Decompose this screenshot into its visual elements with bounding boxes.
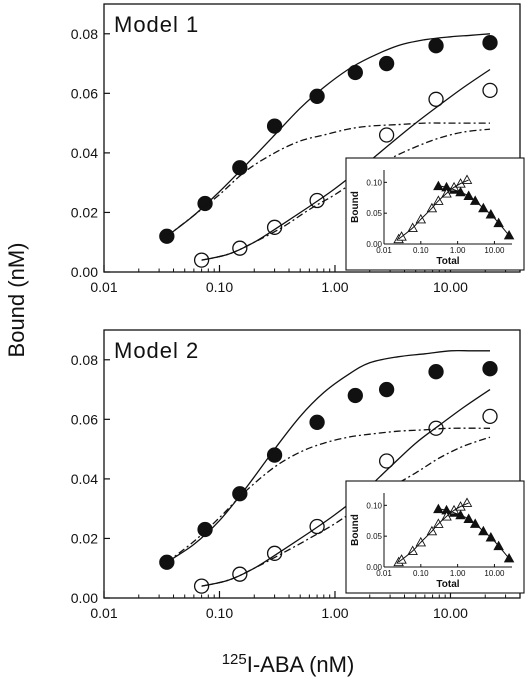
filled-circle-point [378,55,395,72]
inset-y-tick-label: 0.00 [366,240,382,249]
filled-circle-point [428,364,444,380]
filled-circle-point [347,387,363,404]
inset-x-axis-title: Total [436,579,459,590]
filled-circle-point [232,486,248,502]
x-axis-title-main: I-ABA (nM) [247,652,355,677]
solid-fit-line [438,185,510,236]
dashdot-fit-line [166,427,491,563]
filled-circle-point [266,118,283,134]
filled-triangle-point [433,503,444,514]
model-label: Model 1 [114,12,199,37]
y-tick-label: 0.00 [71,590,98,606]
inset-x-tick-label: 0.10 [413,569,429,578]
filled-circle-point [197,195,213,212]
open-circle-point [266,545,283,561]
y-axis-title: Bound (nM) [4,243,29,358]
inset-x-tick-label: 10.00 [484,246,505,255]
x-axis-title-superscript: 125 [222,651,247,668]
open-circle-point [232,240,248,256]
filled-circle-point [232,160,248,176]
inset-x-tick-label: 0.10 [413,246,429,255]
inset-y-tick-label: 0.10 [366,501,382,510]
solid-fit-line [398,179,469,240]
inset-plot: 0.00 0.05 0.10 0.01 0.10 1.00 10.00 Total Bound [345,157,525,271]
inset-plot: 0.00 0.05 0.10 0.01 0.10 1.00 10.00 Total Bound [345,480,525,594]
panels: 0.00 0.02 0.04 0.06 0.08 0.01 0.10 1.00 10.00 Mod… [71,3,525,621]
inset-y-axis-title: Bound [350,514,361,546]
inset-x-tick-label: 10.00 [484,569,505,578]
plot-frame [103,329,521,599]
open-circle-point [378,453,395,469]
inset-y-tick-label: 0.10 [366,178,382,187]
solid-fit-line [438,508,510,559]
filled-circle-point [378,381,395,398]
x-tick-label: 1.00 [321,279,348,295]
solid-fit-line [166,33,491,237]
x-tick-label: 10.00 [433,279,468,295]
filled-circle-point [197,521,213,538]
dashdot-fit-line [166,122,490,237]
open-circle-point [232,566,248,582]
y-tick-label: 0.06 [71,411,98,427]
inset-x-tick-label: 1.00 [450,246,466,255]
open-circle-point [266,219,283,235]
filled-circle-point [482,361,498,377]
open-circle-point [428,91,444,107]
solid-fit-line [398,502,469,563]
y-tick-label: 0.00 [71,264,98,280]
open-circle-point [482,408,498,425]
plot-frame [103,3,521,273]
open-circle-point [378,127,395,143]
filled-circle-point [309,414,325,430]
filled-triangle-point [433,180,444,191]
x-tick-label: 10.00 [433,605,468,621]
panel-1: 0.00 0.02 0.04 0.06 0.08 0.01 0.10 1.00 10.00 Mod… [71,3,525,295]
inset-y-tick-label: 0.05 [366,532,382,541]
x-axis-title: 125I-ABA (nM) [222,651,355,677]
inset-y-tick-label: 0.00 [366,563,382,572]
model-label: Model 2 [114,338,199,363]
y-tick-label: 0.06 [71,85,98,101]
y-tick-label: 0.04 [71,471,98,487]
y-tick-label: 0.08 [71,26,98,42]
inset-y-tick-label: 0.05 [366,209,382,218]
x-tick-label: 1.00 [321,605,348,621]
inset-x-tick-label: 1.00 [450,569,466,578]
inset-x-axis-title: Total [436,256,459,267]
y-tick-label: 0.08 [71,352,98,368]
x-tick-label: 0.01 [90,279,117,295]
filled-circle-point [482,35,498,51]
solid-fit-line [166,349,490,563]
x-tick-label: 0.01 [90,605,117,621]
y-tick-label: 0.02 [71,204,98,220]
x-tick-label: 0.10 [206,605,233,621]
dashdot-fit-line [201,436,491,587]
inset-x-tick-label: 0.01 [376,569,392,578]
panel-2: 0.00 0.02 0.04 0.06 0.08 0.01 0.10 1.00 10.00 Mod… [71,329,525,621]
inset-frame [345,157,525,271]
open-circle-point [482,82,498,99]
y-tick-label: 0.04 [71,145,98,161]
inset-y-axis-title: Bound [350,191,361,223]
y-tick-label: 0.02 [71,530,98,546]
filled-circle-point [428,38,444,54]
x-tick-label: 0.10 [206,279,233,295]
inset-x-tick-label: 0.01 [376,246,392,255]
filled-circle-point [309,88,325,104]
inset-frame [345,480,525,594]
